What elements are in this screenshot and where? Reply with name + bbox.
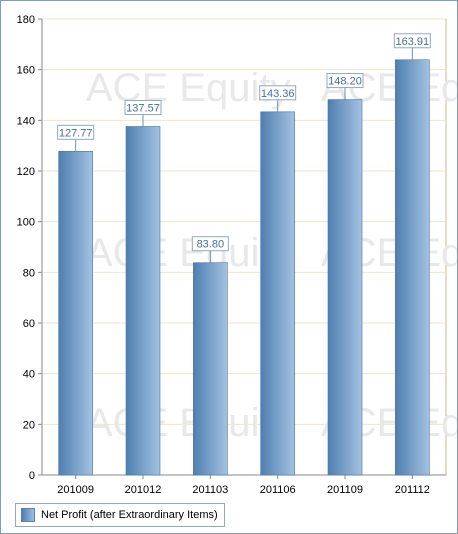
x-tick-label: 201112 (395, 484, 430, 496)
value-label: 163.91 (396, 36, 430, 48)
legend: Net Profit (after Extraordinary Items) (15, 503, 225, 527)
y-tick-label: 0 (29, 470, 35, 482)
y-tick-label: 80 (23, 267, 35, 279)
y-tick-label: 140 (17, 115, 35, 127)
value-label: 83.80 (197, 239, 225, 251)
value-label-box (124, 99, 162, 115)
y-tick-label: 160 (17, 65, 35, 77)
y-tick-label: 40 (23, 369, 35, 381)
bar (260, 111, 295, 476)
bar (327, 99, 363, 476)
value-label-box (259, 85, 297, 101)
bar (395, 59, 430, 476)
value-label: 148.20 (328, 76, 362, 88)
value-label: 143.36 (261, 88, 295, 100)
bar (58, 151, 93, 476)
watermark: ACE Equity (86, 231, 291, 275)
y-tick-label: 60 (23, 318, 35, 330)
value-label-box (393, 33, 431, 49)
bar-chart: ACE EquityACE EquityACE EquityACE Equity… (17, 14, 458, 496)
value-label-box (326, 73, 364, 89)
y-tick-label: 100 (17, 217, 35, 229)
x-tick-label: 201103 (192, 484, 228, 496)
plot-area (41, 18, 447, 476)
watermark: ACE Equity (86, 66, 291, 110)
bar (125, 126, 161, 476)
y-tick-label: 120 (17, 166, 35, 178)
y-tick-label: 20 (23, 419, 35, 431)
y-tick-label: 180 (17, 14, 35, 26)
legend-label: Net Profit (after Extraordinary Items) (41, 509, 218, 521)
bar (193, 262, 228, 476)
x-tick-label: 201109 (327, 484, 363, 496)
value-label-box (191, 236, 229, 252)
legend-swatch (21, 508, 35, 522)
x-tick-label: 201106 (260, 484, 296, 496)
value-label-box (57, 124, 95, 140)
x-tick-label: 201012 (125, 484, 162, 496)
x-tick-label: 201009 (57, 484, 94, 496)
watermark: ACE Equity (86, 401, 291, 445)
value-label: 137.57 (126, 102, 160, 114)
value-label: 127.77 (59, 127, 93, 139)
